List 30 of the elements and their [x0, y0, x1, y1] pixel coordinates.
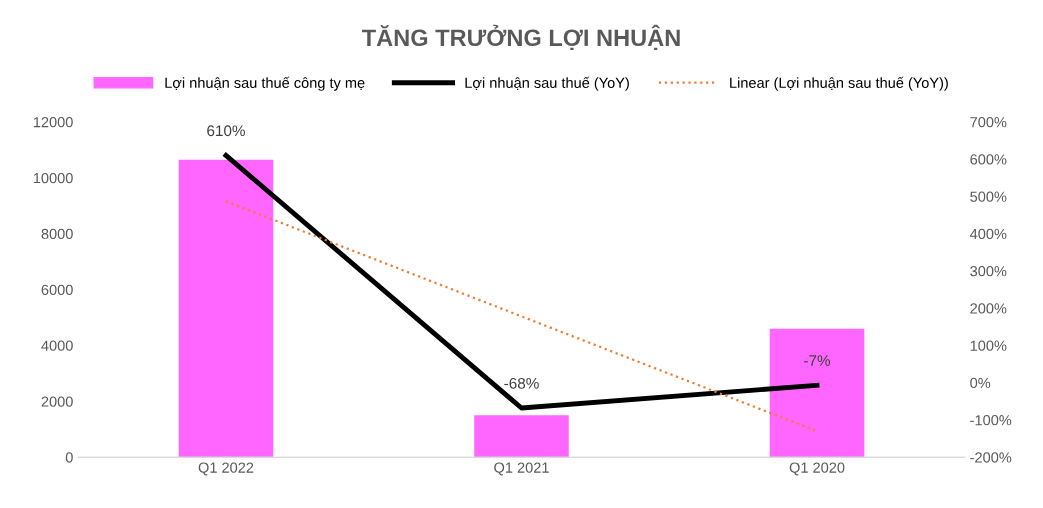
y2-tick-label: 0% — [970, 377, 991, 389]
y-tick-label: 4000 — [41, 340, 73, 351]
y2-tick-label: 500% — [970, 191, 1007, 202]
bar — [769, 328, 865, 458]
y-tick-label: 0 — [65, 452, 73, 463]
y-tick-label: 6000 — [41, 284, 73, 295]
x-tick-label: Q1 2022 — [198, 462, 254, 476]
y2-tick-label: 400% — [969, 228, 1007, 240]
y2-tick-label: 300% — [970, 266, 1007, 277]
chart-title: TĂNG TRƯỞNG LỢI NHUẬN — [361, 24, 680, 51]
bar — [178, 159, 274, 458]
x-tick-label: Q1 2020 — [789, 462, 845, 476]
y2-tick-label: 700% — [970, 117, 1007, 128]
y2-tick-label: -100% — [970, 415, 1012, 426]
y2-tick-label: 100% — [970, 340, 1007, 351]
y2-tick-label: -200% — [970, 452, 1012, 463]
legend-label: Linear (Lợi nhuận sau thuế (YoY)) — [730, 76, 948, 91]
data-label: -68% — [504, 377, 539, 389]
y2-tick-label: 200% — [970, 303, 1007, 314]
y-tick-label: 8000 — [41, 228, 73, 240]
y2-tick-label: 600% — [970, 154, 1007, 165]
y-tick-label: 2000 — [41, 396, 73, 407]
x-tick-label: Q1 2021 — [494, 462, 549, 476]
y-tick-label: 10000 — [33, 172, 73, 184]
y-tick-label: 12000 — [33, 117, 73, 128]
data-label: 610% — [207, 125, 245, 137]
legend-label: Lợi nhuận sau thuế công ty mẹ — [165, 76, 365, 91]
data-label: -7% — [804, 355, 831, 366]
bar — [474, 415, 569, 458]
legend-label: Lợi nhuận sau thuế (YoY) — [465, 76, 629, 91]
